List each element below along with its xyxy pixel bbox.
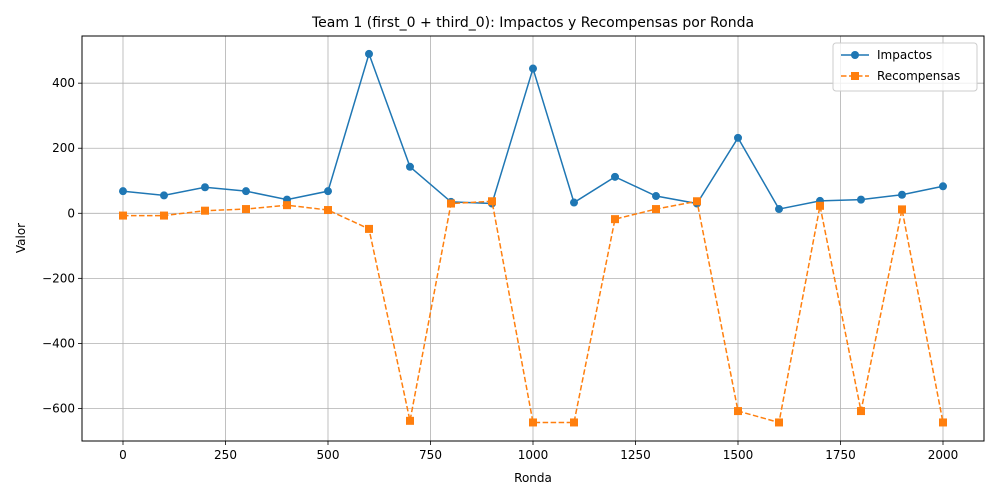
data-point <box>160 211 168 220</box>
grid <box>82 36 984 441</box>
legend-marker <box>851 72 859 80</box>
data-point <box>324 206 332 215</box>
data-point <box>570 198 578 207</box>
data-point <box>734 133 742 142</box>
data-point <box>611 215 619 224</box>
y-tick-label: −600 <box>42 401 75 415</box>
x-tick-label: 750 <box>419 448 442 462</box>
series-line-recompensas <box>123 200 944 424</box>
data-point <box>160 191 168 200</box>
legend-label: Recompensas <box>877 69 960 83</box>
series-impactos <box>119 49 947 214</box>
data-point <box>529 64 537 73</box>
data-point <box>406 162 414 171</box>
series-layer <box>119 49 947 427</box>
y-tick-label: −400 <box>42 336 75 350</box>
y-axis-ticks: −600 −400 −200 0 200 400 <box>42 76 82 415</box>
legend-item-recompensas: Recompensas <box>841 69 960 83</box>
y-tick-label: 400 <box>52 76 75 90</box>
x-tick-label: 250 <box>214 448 237 462</box>
data-point <box>816 201 824 210</box>
data-point <box>201 183 209 192</box>
chart-title: Team 1 (first_0 + third_0): Impactos y R… <box>311 15 754 31</box>
x-tick-label: 2000 <box>928 448 959 462</box>
data-point <box>365 49 373 58</box>
y-tick-label: 200 <box>52 141 75 155</box>
data-point <box>775 418 783 427</box>
data-point <box>898 190 906 199</box>
x-tick-label: 1250 <box>620 448 651 462</box>
data-point <box>652 205 660 214</box>
data-point <box>898 205 906 214</box>
data-point <box>775 205 783 214</box>
legend-marker <box>851 51 859 59</box>
x-tick-label: 500 <box>317 448 340 462</box>
x-axis-label: Ronda <box>514 471 552 485</box>
data-point <box>857 195 865 204</box>
data-point <box>939 418 947 427</box>
legend: Impactos Recompensas <box>832 42 978 92</box>
data-point <box>734 407 742 416</box>
data-point <box>529 418 537 427</box>
data-point <box>939 182 947 191</box>
data-point <box>570 418 578 427</box>
x-axis-ticks: 0 250 500 750 1000 1250 1500 1750 2000 <box>119 441 958 462</box>
data-point <box>611 172 619 181</box>
data-point <box>119 187 127 196</box>
y-tick-label: −200 <box>42 271 75 285</box>
data-point <box>447 199 455 208</box>
x-tick-label: 1500 <box>723 448 754 462</box>
data-point <box>242 205 250 214</box>
x-tick-label: 1750 <box>825 448 856 462</box>
data-point <box>283 201 291 210</box>
data-point <box>242 187 250 196</box>
data-point <box>488 197 496 206</box>
x-tick-label: 1000 <box>518 448 549 462</box>
y-tick-label: 0 <box>67 206 75 220</box>
legend-item-impactos: Impactos <box>841 48 932 62</box>
x-tick-label: 0 <box>119 448 127 462</box>
data-point <box>119 211 127 220</box>
data-point <box>652 192 660 201</box>
y-axis-label: Valor <box>14 223 28 253</box>
data-point <box>857 407 865 416</box>
data-point <box>201 206 209 215</box>
data-point <box>693 197 701 206</box>
series-recompensas <box>119 197 947 427</box>
legend-label: Impactos <box>877 48 932 62</box>
data-point <box>365 224 373 233</box>
data-point <box>406 416 414 425</box>
data-point <box>324 187 332 196</box>
